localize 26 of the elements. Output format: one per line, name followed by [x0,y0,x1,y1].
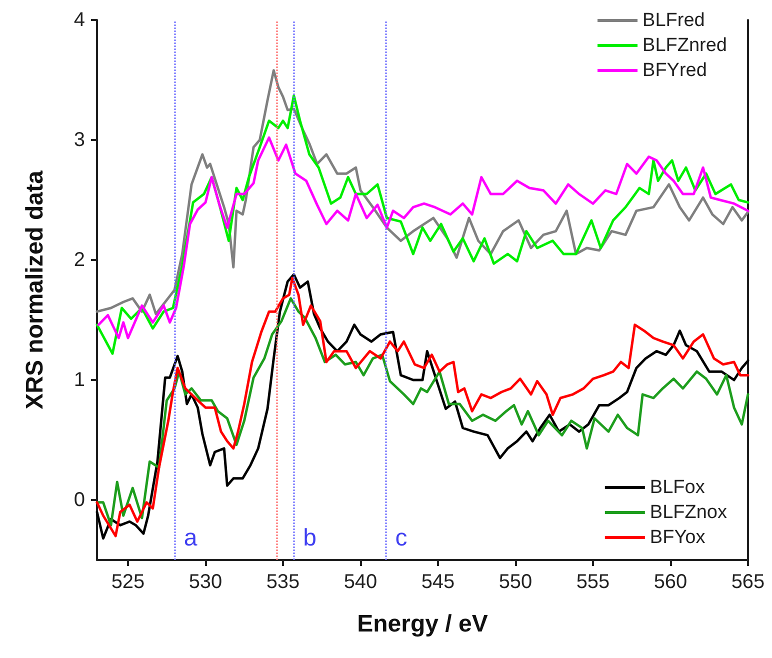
x-tick-label: 550 [498,571,532,593]
legend-label: BFYox [650,527,706,548]
ref-line-label: a [184,524,198,552]
legend-label: BLFred [642,10,705,31]
y-tick-label: 2 [74,249,85,271]
legend-label: BFYred [642,60,707,81]
x-tick-label: 565 [731,571,765,593]
x-tick-label: 540 [344,571,378,593]
y-tick-label: 0 [74,489,85,511]
y-tick-label: 1 [74,369,85,391]
x-tick-label: 535 [266,571,300,593]
x-tick-label: 525 [111,571,145,593]
legend-label: BLFZnred [642,35,728,56]
y-axis-title: XRS normalized data [22,170,48,410]
legend-label: BLFZnox [650,502,728,523]
x-axis-title: Energy / eV [357,610,488,638]
ref-line-label: c [395,524,408,552]
x-tick-label: 545 [421,571,455,593]
legend-label: BLFox [650,477,706,498]
x-tick-label: 530 [188,571,222,593]
y-tick-label: 3 [74,129,85,151]
y-tick-label: 4 [74,9,85,31]
x-tick-label: 560 [654,571,688,593]
line-series [97,136,750,340]
x-tick-label: 555 [576,571,610,593]
ref-line-label: b [303,524,317,552]
